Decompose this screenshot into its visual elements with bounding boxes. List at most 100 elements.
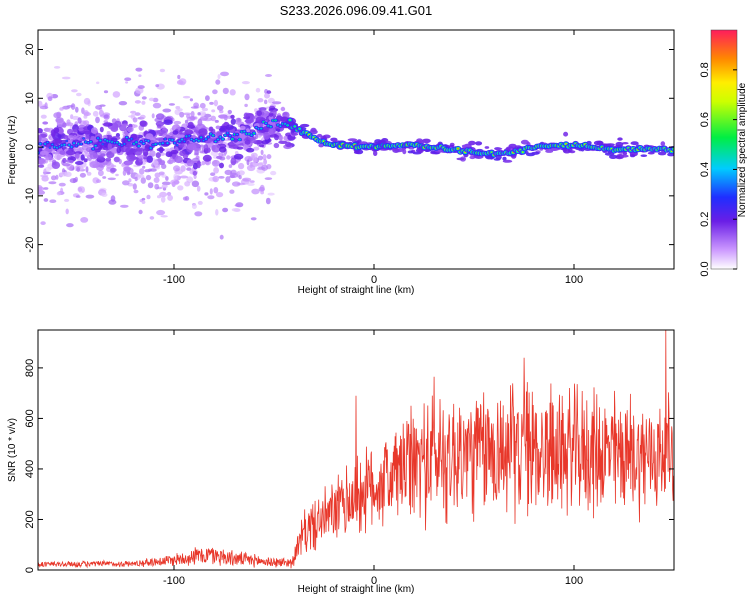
ridge-cell <box>224 134 227 136</box>
noise-blob <box>106 162 115 170</box>
ridge-cell <box>89 141 92 143</box>
ridge-halo-blob <box>508 143 517 149</box>
signal-cloud-blob <box>186 159 194 167</box>
signal-cloud-blob <box>53 127 60 134</box>
snr-ytick-label: 800 <box>24 359 36 377</box>
ridge-cell <box>63 144 66 146</box>
noise-blob <box>247 182 255 186</box>
signal-cloud-blob <box>83 130 92 135</box>
signal-cloud-blob <box>240 125 246 130</box>
noise-blob <box>154 183 160 190</box>
ridge-halo-blob <box>531 151 540 155</box>
ridge-cell <box>193 140 195 142</box>
noise-blob <box>182 95 191 99</box>
ridge-halo-blob <box>621 142 629 145</box>
noise-blob <box>219 109 224 114</box>
noise-blob <box>138 209 143 215</box>
noise-blob <box>75 195 81 198</box>
colorbar-tick-label: 0.0 <box>699 261 711 276</box>
ridge-cell <box>123 143 126 145</box>
noise-blob <box>265 74 272 77</box>
noise-blob <box>253 146 260 151</box>
colorbar: 0.0 0.2 0.4 0.6 0.8 Normalized spectral ampl… <box>699 29 748 277</box>
noise-blob <box>194 211 203 217</box>
noise-blob <box>211 159 220 167</box>
signal-cloud-blob <box>146 155 153 163</box>
noise-blob <box>118 101 128 106</box>
noise-blob <box>184 119 189 124</box>
signal-cloud-blob <box>230 118 236 125</box>
snr-xtick-label: 0 <box>371 575 377 587</box>
noise-blob <box>43 187 49 190</box>
noise-blob <box>71 115 80 120</box>
noise-blob <box>124 77 132 81</box>
noise-blob <box>141 100 146 105</box>
ridge-cell <box>226 132 229 134</box>
ridge-cell <box>207 136 210 138</box>
ridge-cell <box>149 147 152 149</box>
noise-blob <box>128 115 135 118</box>
signal-cloud-blob <box>107 142 113 151</box>
figure-title: S233.2026.096.09.41.G01 <box>280 3 433 18</box>
ridge-halo-blob <box>291 132 299 136</box>
ridge-cell <box>238 138 241 141</box>
noise-blob <box>134 112 141 116</box>
ridge-cell <box>255 126 258 129</box>
ridge-cell <box>229 135 231 137</box>
noise-blob <box>231 181 241 187</box>
signal-cloud-blob <box>156 129 166 135</box>
ridge-cell <box>51 143 54 146</box>
noise-blob <box>237 170 245 176</box>
ridge-cell <box>183 140 186 143</box>
noise-blob <box>137 85 145 89</box>
noise-blob <box>242 177 252 182</box>
signal-cloud-blob <box>186 167 192 171</box>
noise-blob <box>51 175 57 181</box>
noise-blob <box>250 217 257 221</box>
ridge-cell <box>70 146 73 148</box>
noise-blob <box>184 181 191 187</box>
signal-cloud-blob <box>155 121 165 127</box>
noise-blob <box>38 186 45 191</box>
signal-cloud-blob <box>39 137 49 142</box>
noise-blob <box>213 187 219 194</box>
noise-blob <box>79 172 86 178</box>
signal-cloud-blob <box>230 157 237 166</box>
noise-blob <box>151 113 155 119</box>
signal-cloud-blob <box>116 147 122 154</box>
signal-cloud-blob <box>105 157 112 162</box>
noise-blob <box>128 178 132 183</box>
noise-blob <box>70 103 76 110</box>
noise-blob <box>197 112 201 116</box>
spectrogram-frame <box>37 29 675 270</box>
signal-cloud-blob <box>39 150 50 155</box>
signal-cloud-blob <box>174 155 184 164</box>
ridge-halo-blob <box>506 147 511 151</box>
signal-cloud-blob <box>38 134 42 142</box>
ridge-cell <box>137 145 140 147</box>
noise-blob <box>197 200 203 205</box>
noise-blob <box>141 197 146 201</box>
noise-blob <box>227 109 232 115</box>
noise-blob <box>216 192 224 198</box>
noise-blob <box>58 182 66 187</box>
signal-cloud-blob <box>125 147 135 155</box>
signal-cloud-blob <box>72 129 78 133</box>
noise-blob <box>226 155 231 160</box>
noise-blob <box>132 183 137 190</box>
signal-cloud-blob <box>96 141 104 149</box>
ridge-cell <box>99 139 102 142</box>
noise-blob <box>99 104 106 107</box>
ridge-cell <box>490 151 493 153</box>
ridge-cell <box>231 138 234 140</box>
ridge-cell <box>221 138 224 140</box>
colorbar-frame <box>710 29 738 270</box>
spectrogram-xtick-label: -100 <box>163 274 185 286</box>
ridge-cell <box>236 133 239 136</box>
noise-blob <box>83 110 89 117</box>
signal-cloud-blob <box>38 146 43 153</box>
ridge-cell <box>289 119 291 121</box>
signal-cloud-blob <box>51 161 61 169</box>
signal-cloud-blob <box>99 126 104 133</box>
